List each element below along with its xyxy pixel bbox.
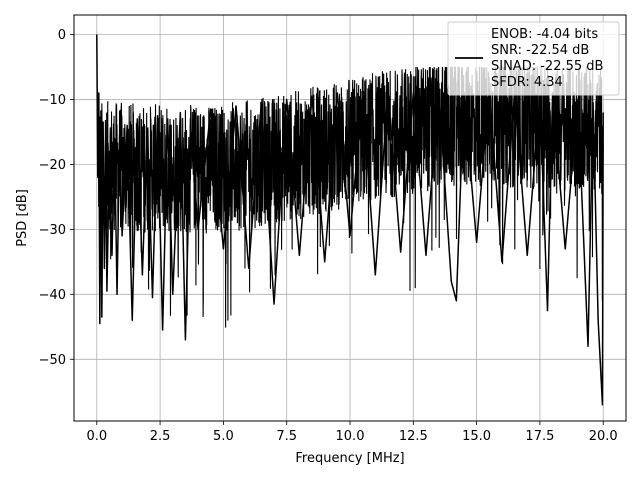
y-tick-label: −50 [39,353,66,368]
x-tick-label: 15.0 [462,429,491,444]
x-tick-label: 17.5 [525,429,554,444]
legend: ENOB: -4.04 bits SNR: -22.54 dB SINAD: -… [447,21,620,96]
legend-line-snr: SNR: -22.54 dB [491,43,589,58]
y-tick-label: 0 [58,28,66,43]
x-tick-label: 5.0 [213,429,234,444]
legend-line-sinad: SINAD: -22.55 dB [491,59,603,74]
x-tick-label: 10.0 [336,429,365,444]
x-axis-label: Frequency [MHz] [295,451,404,466]
y-tick-label: −10 [39,93,66,108]
y-tick-label: −30 [39,223,66,238]
legend-box [447,21,620,96]
x-axis-ticks: 0.0 2.5 5.0 7.5 10.0 12.5 15.0 17.5 20.0 [86,421,618,444]
x-tick-label: 20.0 [589,429,618,444]
x-tick-label: 7.5 [276,429,297,444]
y-axis-ticks: 0 −10 −20 −30 −40 −50 [39,28,74,368]
y-axis-label: PSD [dB] [15,189,30,247]
legend-line-enob: ENOB: -4.04 bits [491,27,598,42]
legend-line-sfdr: SFDR: 4.34 [491,75,563,90]
x-tick-label: 0.0 [86,429,107,444]
x-tick-label: 2.5 [150,429,171,444]
y-tick-label: −20 [39,158,66,173]
x-tick-label: 12.5 [399,429,428,444]
y-tick-label: −40 [39,288,66,303]
